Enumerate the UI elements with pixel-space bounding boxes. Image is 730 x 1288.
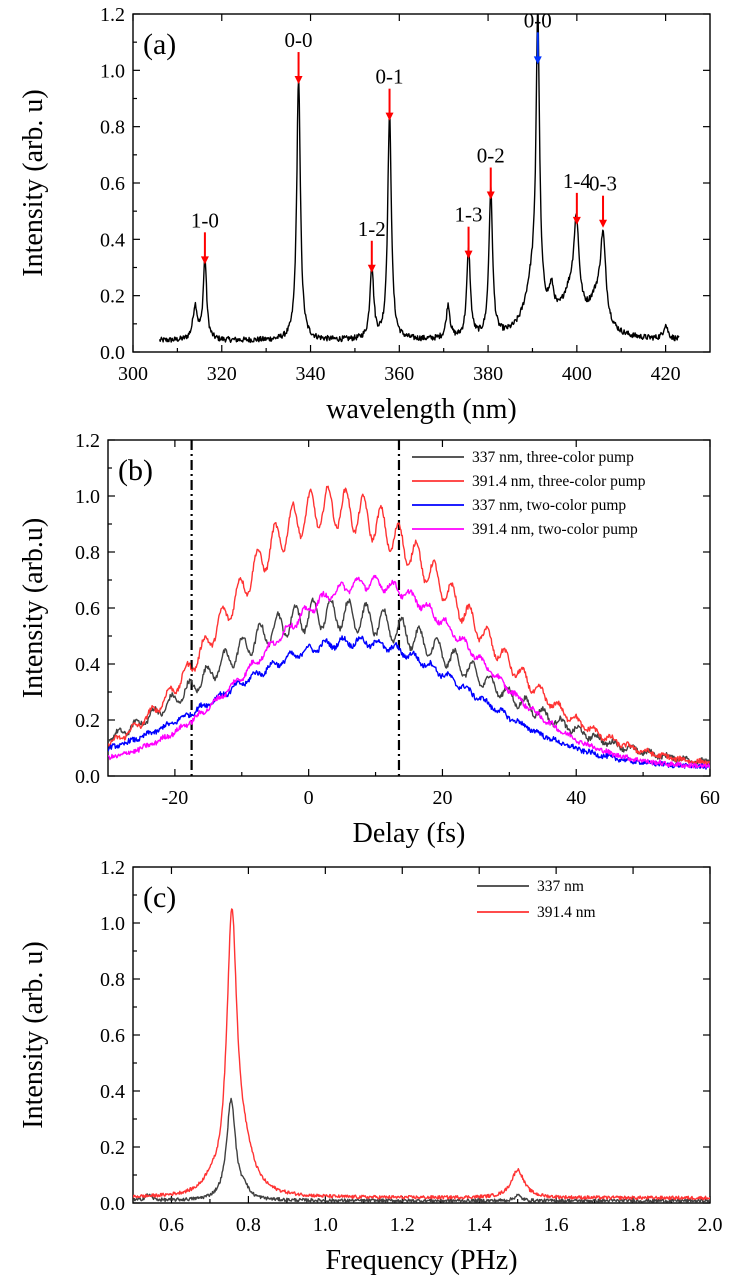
x-tick-label: -20 bbox=[162, 787, 189, 809]
plot-area bbox=[158, 14, 680, 344]
y-tick-label: 1.2 bbox=[100, 4, 125, 26]
arrow-head bbox=[294, 76, 303, 85]
y-tick-label: 0.8 bbox=[100, 117, 125, 139]
x-tick-label: 0 bbox=[304, 787, 314, 809]
y-tick-label: 0.8 bbox=[100, 969, 125, 991]
y-tick-label: 1.0 bbox=[75, 486, 100, 508]
legend: 337 nm, three-color pump 391.4 nm, three-… bbox=[412, 449, 646, 538]
y-tick-label: 1.2 bbox=[75, 430, 100, 452]
y-tick-label: 0.4 bbox=[100, 229, 125, 251]
plot-frame bbox=[132, 13, 711, 353]
x-tick-label: 340 bbox=[296, 363, 326, 385]
x-tick-label: 40 bbox=[566, 787, 586, 809]
peak-label: 0-2 bbox=[477, 144, 505, 168]
series-line-2 bbox=[133, 908, 710, 1201]
x-tick-label: 20 bbox=[432, 787, 452, 809]
legend-entry: 337 nm, two-color pump bbox=[472, 497, 626, 514]
peak-label: 0-0 bbox=[285, 28, 313, 52]
peak-label: 0-1 bbox=[376, 65, 404, 89]
legend-entry: 391.4 nm, three-color pump bbox=[472, 473, 646, 490]
panel-label: (c) bbox=[143, 881, 176, 914]
series-line-2 bbox=[108, 485, 710, 767]
peak-label: 1-4 bbox=[563, 169, 591, 193]
series-line-4 bbox=[108, 574, 710, 769]
peak-label: 1-3 bbox=[455, 203, 483, 227]
y-tick-label: 0.4 bbox=[100, 1081, 125, 1103]
y-tick-label: 0.6 bbox=[75, 598, 100, 620]
arrow-head bbox=[200, 256, 209, 265]
y-axis-title: Intensity (arb. u) bbox=[18, 89, 49, 276]
x-tick-label: 300 bbox=[118, 363, 148, 385]
peak-label: 0-3 bbox=[589, 172, 617, 196]
y-axis-title: Intensity (arb. u) bbox=[18, 941, 49, 1128]
legend: 337 nm 391.4 nm bbox=[477, 878, 596, 921]
panel-label: (a) bbox=[143, 28, 176, 61]
x-axis-title: Frequency (PHz) bbox=[325, 1245, 517, 1276]
x-tick-label: 1.2 bbox=[390, 1214, 415, 1236]
y-tick-label: 0.2 bbox=[100, 286, 125, 308]
plot-area bbox=[133, 908, 710, 1203]
y-tick-label: 0.0 bbox=[100, 1193, 125, 1215]
y-tick-label: 0.0 bbox=[75, 766, 100, 788]
arrow-head bbox=[464, 250, 473, 259]
x-tick-label: 1.0 bbox=[313, 1214, 338, 1236]
x-tick-label: 400 bbox=[562, 363, 592, 385]
y-tick-label: 1.0 bbox=[100, 913, 125, 935]
series-line-1 bbox=[158, 14, 680, 344]
legend-entry: 337 nm bbox=[537, 878, 584, 895]
x-tick-label: 0.8 bbox=[236, 1214, 261, 1236]
arrow-head bbox=[367, 264, 376, 273]
plot-area bbox=[108, 440, 710, 776]
chart-panel-b: -20 0 20 40 60 0.0 0.2 0.4 0.6 0.8 1.0 1.2 Delay (fs… bbox=[18, 430, 720, 849]
y-tick-label: 0.6 bbox=[100, 173, 125, 195]
x-tick-label: 1.4 bbox=[467, 1214, 492, 1236]
y-tick-label: 0.2 bbox=[100, 1137, 125, 1159]
x-tick-label: 2.0 bbox=[698, 1214, 723, 1236]
chart-panel-c: 0.6 0.8 1.0 1.2 1.4 1.6 1.8 2.0 0.0 0.2 0.4 0.6 0.8 1… bbox=[18, 857, 723, 1276]
arrow-head bbox=[599, 219, 608, 228]
arrow-head bbox=[486, 191, 495, 200]
x-tick-label: 320 bbox=[207, 363, 237, 385]
x-axis-title: Delay (fs) bbox=[353, 818, 466, 849]
y-axis-title: Intensity (arb.u) bbox=[18, 518, 49, 698]
chart-panel-a: 300 320 340 360 380 400 420 0.0 0.2 0.4 0.6 0.8 1.0 1… bbox=[18, 4, 711, 425]
peak-label: 1-2 bbox=[358, 217, 386, 241]
plot-frame bbox=[107, 439, 711, 777]
y-tick-label: 0.6 bbox=[100, 1025, 125, 1047]
x-tick-label: 1.8 bbox=[621, 1214, 646, 1236]
x-axis-title: wavelength (nm) bbox=[326, 394, 517, 425]
y-tick-label: 0.8 bbox=[75, 542, 100, 564]
y-tick-label: 0.4 bbox=[75, 654, 100, 676]
x-tick-label: 1.6 bbox=[544, 1214, 569, 1236]
legend-entry: 391.4 nm, two-color pump bbox=[472, 521, 638, 538]
arrow-head bbox=[572, 216, 581, 225]
y-tick-label: 1.0 bbox=[100, 60, 125, 82]
x-tick-label: 360 bbox=[384, 363, 414, 385]
y-tick-label: 1.2 bbox=[100, 857, 125, 879]
series-line-1 bbox=[133, 1097, 710, 1203]
y-tick-label: 0.0 bbox=[100, 342, 125, 364]
legend-entry: 337 nm, three-color pump bbox=[472, 449, 634, 466]
legend-entry: 391.4 nm bbox=[537, 904, 596, 921]
panel-label: (b) bbox=[118, 454, 153, 487]
series-line-3 bbox=[108, 635, 710, 770]
arrow-head bbox=[385, 112, 394, 121]
series-line-1 bbox=[108, 597, 710, 766]
x-tick-label: 0.6 bbox=[159, 1214, 184, 1236]
x-tick-label: 420 bbox=[651, 363, 681, 385]
peak-label: 0-0 bbox=[524, 8, 552, 32]
x-tick-label: 380 bbox=[473, 363, 503, 385]
peak-label: 1-0 bbox=[191, 208, 219, 232]
x-tick-label: 60 bbox=[700, 787, 720, 809]
y-tick-label: 0.2 bbox=[75, 710, 100, 732]
plot-frame bbox=[132, 866, 711, 1204]
arrow-head bbox=[533, 56, 542, 65]
